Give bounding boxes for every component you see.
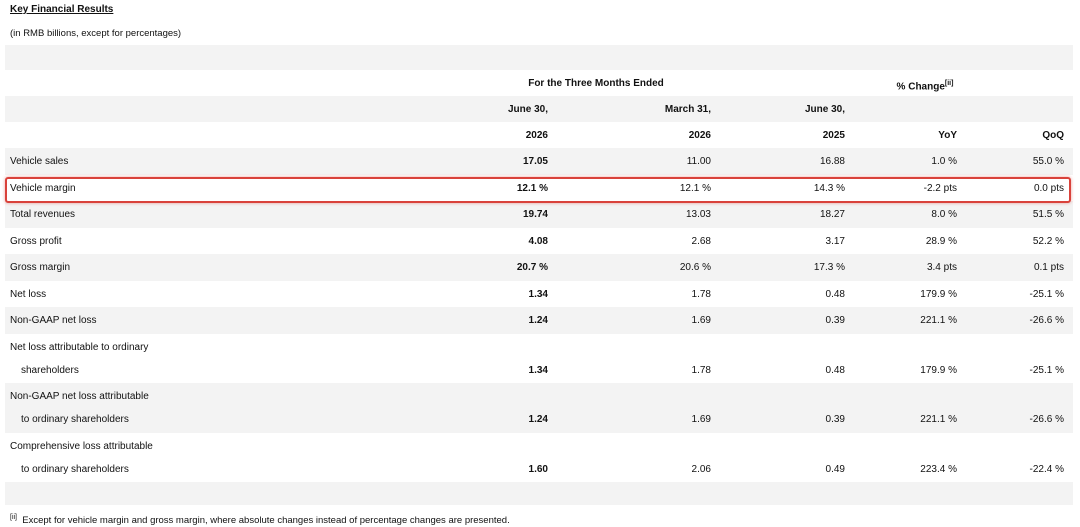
row-band xyxy=(5,383,1073,433)
cell-value: 16.88 xyxy=(819,156,845,167)
cell-value: 221.1 % xyxy=(920,414,957,425)
change-group-header: % Change[ii] xyxy=(800,78,1050,93)
cell-value: 0.1 pts xyxy=(1033,262,1064,273)
cell-value: 12.1 % xyxy=(516,182,548,194)
row-label: Non-GAAP net loss attributable xyxy=(10,391,149,402)
year-header: 2026 xyxy=(525,130,548,141)
row-label: Net loss attributable to ordinary xyxy=(10,341,149,353)
cell-value: 0.0 pts xyxy=(1033,182,1064,194)
cell-value: 17.3 % xyxy=(813,262,845,273)
cell-value: 0.48 xyxy=(825,364,845,376)
change-header-sup: [ii] xyxy=(944,80,954,87)
cell-value: 1.69 xyxy=(691,414,711,425)
cell-value: 1.78 xyxy=(691,364,711,376)
change-header: YoY xyxy=(938,130,957,141)
cell-value: 223.4 % xyxy=(920,463,957,475)
cell-value: 1.34 xyxy=(528,364,548,376)
cell-value: 20.6 % xyxy=(679,262,711,273)
row-band xyxy=(5,96,1073,122)
cell-value: -26.6 % xyxy=(1029,414,1064,425)
cell-value: 1.69 xyxy=(691,315,711,326)
cell-value: 1.24 xyxy=(528,414,548,425)
cell-value: 1.0 % xyxy=(931,156,957,167)
row-label: Gross profit xyxy=(10,235,62,247)
year-header: 2025 xyxy=(822,130,845,141)
row-label: Non-GAAP net loss xyxy=(10,315,97,326)
cell-value: 2.06 xyxy=(691,463,711,475)
cell-value: 19.74 xyxy=(522,209,548,220)
cell-value: 13.03 xyxy=(685,209,711,220)
date-header: June 30, xyxy=(507,104,548,115)
row-band xyxy=(5,45,1073,70)
cell-value: 28.9 % xyxy=(925,235,957,247)
cell-value: 221.1 % xyxy=(920,315,957,326)
date-header: June 30, xyxy=(804,104,845,115)
cell-value: 1.34 xyxy=(528,288,548,300)
row-label: to ordinary shareholders xyxy=(21,463,129,475)
cell-value: 11.00 xyxy=(686,156,711,167)
cell-value: 0.49 xyxy=(825,463,845,475)
row-band xyxy=(5,148,1073,175)
year-header: 2026 xyxy=(688,130,711,141)
change-header-text: % Change xyxy=(896,81,945,93)
cell-value: 179.9 % xyxy=(920,364,957,376)
row-band xyxy=(5,482,1073,505)
footnote: [ii] Except for vehicle margin and gross… xyxy=(10,512,510,527)
cell-value: -22.4 % xyxy=(1029,463,1064,475)
cell-value: 0.39 xyxy=(825,315,845,326)
cell-value: 17.05 xyxy=(522,156,548,167)
cell-value: 1.24 xyxy=(528,315,548,326)
row-label: shareholders xyxy=(21,364,79,376)
cell-value: 20.7 % xyxy=(516,262,548,273)
cell-value: -2.2 pts xyxy=(923,182,957,194)
row-band xyxy=(5,201,1073,228)
change-header: QoQ xyxy=(1042,130,1064,141)
cell-value: -25.1 % xyxy=(1029,288,1064,300)
cell-value: 3.4 pts xyxy=(926,262,957,273)
cell-value: 12.1 % xyxy=(679,182,711,194)
cell-value: -26.6 % xyxy=(1029,315,1064,326)
row-label: to ordinary shareholders xyxy=(21,414,129,425)
cell-value: 2.68 xyxy=(691,235,711,247)
cell-value: 51.5 % xyxy=(1032,209,1064,220)
row-band xyxy=(5,254,1073,281)
cell-value: 0.39 xyxy=(825,414,845,425)
footnote-text: Except for vehicle margin and gross marg… xyxy=(22,515,510,527)
cell-value: 3.17 xyxy=(825,235,845,247)
cell-value: 1.78 xyxy=(691,288,711,300)
row-label: Total revenues xyxy=(10,209,76,220)
period-group-header: For the Three Months Ended xyxy=(528,78,664,89)
highlight-box xyxy=(5,177,1071,203)
cell-value: 8.0 % xyxy=(931,209,957,220)
cell-value: 1.60 xyxy=(528,463,548,475)
title: Key Financial Results xyxy=(10,4,114,15)
row-label: Vehicle margin xyxy=(10,182,76,194)
row-label: Gross margin xyxy=(10,262,71,273)
cell-value: 55.0 % xyxy=(1032,156,1064,167)
date-header: March 31, xyxy=(664,104,711,115)
row-label: Vehicle sales xyxy=(10,156,69,167)
row-band xyxy=(5,307,1073,334)
footnote-marker: [ii] xyxy=(10,514,17,521)
cell-value: 52.2 % xyxy=(1032,235,1064,247)
row-label: Comprehensive loss attributable xyxy=(10,440,153,452)
row-label: Net loss xyxy=(10,288,47,300)
cell-value: 179.9 % xyxy=(920,288,957,300)
cell-value: 0.48 xyxy=(825,288,845,300)
subtitle: (in RMB billions, except for percentages… xyxy=(10,28,182,39)
cell-value: -25.1 % xyxy=(1029,364,1064,376)
cell-value: 14.3 % xyxy=(813,182,845,194)
cell-value: 18.27 xyxy=(819,209,845,220)
cell-value: 4.08 xyxy=(528,235,548,247)
